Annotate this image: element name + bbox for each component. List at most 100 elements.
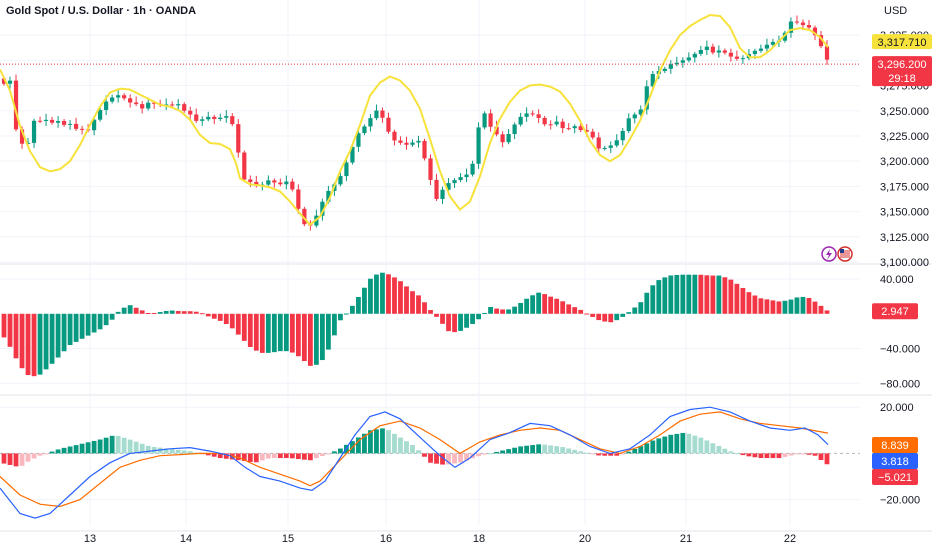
hist-bar bbox=[698, 274, 704, 314]
macd-hist-bar bbox=[572, 449, 578, 454]
hist-bar bbox=[217, 313, 223, 321]
hist-bar bbox=[518, 302, 524, 314]
hist-bar bbox=[500, 309, 506, 314]
hist-bar bbox=[229, 313, 235, 329]
band-value-tag bbox=[872, 34, 932, 50]
hist-bar bbox=[440, 313, 445, 324]
hist-bar bbox=[344, 313, 349, 315]
macd-hist-bar bbox=[440, 453, 445, 465]
candle-body bbox=[248, 179, 253, 182]
hist-bar bbox=[169, 310, 175, 314]
macd-hist-bar bbox=[103, 437, 109, 454]
candle-body bbox=[422, 140, 427, 159]
candle-body bbox=[218, 117, 223, 120]
macd-hist-bar bbox=[464, 453, 469, 461]
macd-series-line bbox=[0, 411, 829, 508]
macd-hist-bar bbox=[566, 448, 572, 454]
hist-bar bbox=[307, 313, 313, 366]
candle-body bbox=[470, 163, 475, 175]
hist-bar bbox=[656, 280, 662, 314]
hist-bar bbox=[235, 313, 241, 335]
candle-body bbox=[134, 102, 139, 105]
candle-body bbox=[212, 116, 217, 120]
macd-tick-label: 20.000 bbox=[880, 402, 914, 414]
macd-hist-bar bbox=[109, 435, 115, 454]
macd-hist-bar bbox=[644, 443, 650, 454]
candle-body bbox=[722, 50, 727, 53]
macd-hist-bar bbox=[728, 451, 734, 454]
candle-body bbox=[404, 142, 409, 145]
macd-hist-bar bbox=[13, 453, 19, 467]
band-line bbox=[0, 13, 829, 227]
price-tick-label: 3,100.000 bbox=[880, 257, 929, 269]
signal-value-label: 8.839 bbox=[881, 440, 909, 452]
candle-body bbox=[194, 114, 199, 121]
candle-body bbox=[560, 121, 565, 129]
macd-hist-bar bbox=[205, 453, 211, 456]
macd-hist-bar bbox=[145, 445, 151, 454]
macd-hist-bar bbox=[560, 447, 566, 454]
candle-body bbox=[13, 80, 19, 130]
macd-hist-bar bbox=[434, 453, 439, 464]
hist-bar bbox=[464, 313, 469, 328]
hist-bar bbox=[283, 313, 289, 352]
macd-hist-bar bbox=[187, 451, 193, 454]
hist-bar bbox=[488, 306, 493, 314]
lightning-icon-glyph bbox=[826, 249, 832, 260]
macd-hist-bar bbox=[626, 451, 632, 454]
time-tick-label: 15 bbox=[282, 533, 294, 545]
candle-body bbox=[416, 140, 421, 143]
macd-hist-bar bbox=[115, 435, 121, 454]
hist-bar bbox=[145, 313, 151, 315]
macd-hist-bar bbox=[61, 447, 67, 454]
hist-bar bbox=[818, 305, 824, 314]
time-tick-label: 14 bbox=[180, 533, 192, 545]
price-tick-label: 3,250.000 bbox=[880, 106, 929, 118]
hist-value-tag bbox=[872, 303, 918, 320]
macd-hist-bar bbox=[770, 453, 776, 459]
macd-hist-bar bbox=[265, 453, 271, 459]
candle-body bbox=[794, 21, 800, 23]
hist-bar bbox=[91, 313, 97, 333]
candle-body bbox=[494, 126, 499, 135]
hist-bar bbox=[247, 313, 253, 347]
macd-hist-bar bbox=[752, 453, 758, 458]
candle-body bbox=[398, 140, 403, 143]
macd-hist-bar bbox=[73, 445, 79, 454]
macd-hist-bar bbox=[458, 453, 463, 463]
hist-bar bbox=[181, 311, 187, 314]
hist-bar bbox=[73, 313, 79, 342]
candle-body bbox=[524, 113, 529, 117]
macd-hist-bar bbox=[295, 453, 301, 460]
candle-body bbox=[344, 162, 349, 177]
hist-bar bbox=[187, 311, 193, 314]
macd-hist-bar bbox=[482, 453, 487, 455]
current-price-label: 3,296.200 bbox=[878, 59, 927, 71]
hist-bar bbox=[127, 305, 133, 314]
candle-body bbox=[542, 117, 547, 125]
candle-body bbox=[620, 131, 625, 141]
macd-hist-bar bbox=[698, 437, 704, 454]
macd-hist-bar bbox=[157, 447, 163, 454]
macd-hist-bar bbox=[632, 448, 638, 454]
candle-body bbox=[266, 180, 271, 185]
candle-body bbox=[73, 123, 79, 129]
hist-bar bbox=[295, 313, 301, 357]
candle-body bbox=[758, 48, 764, 51]
macd-hist-bar bbox=[25, 453, 31, 462]
hist-bar bbox=[157, 312, 163, 314]
hist-bar bbox=[596, 313, 602, 321]
macd-hist-bar bbox=[446, 453, 451, 465]
hist-bar bbox=[313, 313, 319, 365]
candle-body bbox=[740, 58, 745, 60]
hist-bar bbox=[374, 274, 379, 314]
macd-hist-bar bbox=[139, 443, 145, 454]
hist-bar bbox=[301, 313, 307, 362]
price-tick-label: 3,150.000 bbox=[880, 207, 929, 219]
macd-hist-bar bbox=[1, 453, 7, 464]
hist-bar bbox=[668, 275, 674, 314]
macd-hist-bar bbox=[494, 451, 500, 454]
candle-body bbox=[452, 180, 457, 184]
macd-hist-bar bbox=[181, 450, 187, 454]
